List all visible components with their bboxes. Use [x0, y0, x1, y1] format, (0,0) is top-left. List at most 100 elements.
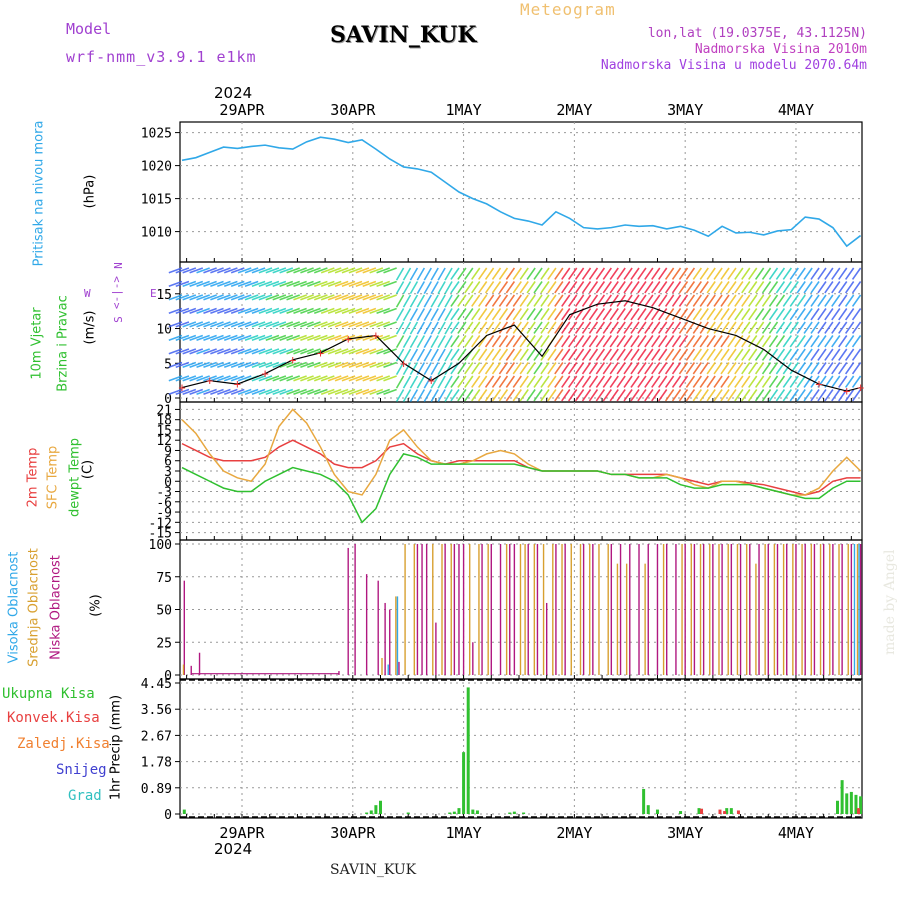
wind-barb [348, 361, 363, 369]
wind-barb [727, 281, 737, 294]
wind-barb [430, 389, 439, 403]
wind-barb [437, 294, 446, 308]
wind-barb [782, 281, 793, 294]
wind-speed-line [181, 300, 861, 392]
wind-barb [692, 294, 702, 307]
wind-barb [376, 267, 391, 274]
wind-barb [574, 348, 585, 361]
y-tick-label: 4.45 [141, 677, 172, 692]
wind-barb [237, 334, 252, 342]
wind-barb [664, 281, 675, 294]
wind-barb [217, 361, 231, 369]
wind-barb [761, 321, 772, 334]
total-precip-bar [845, 793, 849, 814]
wind-barb [477, 267, 488, 280]
wind-barb [706, 362, 716, 375]
wind-barb [817, 281, 827, 294]
wind-barb [409, 389, 419, 403]
wind-barb [307, 280, 321, 288]
wind-barb [810, 281, 820, 294]
wind-barb [430, 335, 439, 349]
wind-barb [203, 294, 217, 301]
wind-barb [761, 389, 772, 402]
total-precip-bar [840, 780, 844, 814]
wind-barb [327, 307, 342, 315]
wind-barb [320, 388, 335, 396]
wind-barb [327, 280, 342, 288]
wind-barb [313, 375, 328, 382]
wind-barb [554, 281, 564, 294]
x-tick-label-top: 29APR [219, 101, 265, 119]
wind-barb [616, 362, 626, 375]
wind-barb [369, 388, 384, 396]
wind-barb [637, 375, 647, 388]
wind-barb [313, 388, 328, 396]
conv-precip-bar [856, 808, 860, 814]
wind-barb [293, 375, 307, 382]
wind-barb [444, 294, 453, 308]
wind-barb [313, 307, 328, 315]
wind-barb [727, 335, 737, 348]
wind-barb [279, 307, 294, 315]
wind-barb [824, 321, 834, 334]
wind-barb [175, 388, 190, 396]
wind-barb [630, 348, 640, 361]
wind-barb [526, 281, 536, 294]
wind-barb [838, 375, 848, 388]
wind-barb [383, 361, 397, 369]
wind-barb [789, 321, 799, 334]
gust-marker: + [428, 374, 435, 388]
wind-barb [630, 267, 640, 280]
wind-barb [838, 335, 848, 348]
wind-barb [838, 389, 848, 402]
wind-barb [416, 281, 426, 295]
wind-barb [230, 321, 245, 328]
wind-barb [519, 362, 529, 375]
wind-barb [568, 321, 578, 334]
wind-barb [223, 321, 238, 328]
wind-barb [362, 361, 377, 369]
wind-barb [376, 321, 391, 328]
wind-barb [505, 348, 516, 361]
wind-barb [395, 335, 405, 349]
wind-barb [581, 389, 592, 402]
wind-barb [327, 361, 342, 369]
wind-barb [279, 388, 294, 396]
wind-barb [362, 375, 377, 382]
wind-barb [477, 294, 488, 307]
wind-barb [748, 362, 758, 375]
wind-barb [796, 281, 806, 294]
wind-barb [637, 348, 647, 361]
wind-barb [775, 389, 786, 402]
wind-barb [664, 348, 675, 361]
wind-barb [383, 388, 397, 396]
wind-barb [554, 389, 564, 402]
wind-barb [526, 389, 536, 402]
wind-barb [789, 348, 799, 361]
wind-barb [789, 335, 799, 348]
wind-barb [713, 267, 723, 280]
wind-barb [498, 362, 509, 375]
wind-barb [761, 294, 772, 307]
y-tick-label: 0 [164, 808, 172, 823]
wind-barb [512, 375, 522, 388]
wind-barb [554, 362, 564, 375]
wind-barb [761, 267, 772, 280]
wind-barb [671, 375, 682, 388]
wind-barb [782, 362, 793, 375]
gust-marker: + [815, 377, 822, 391]
wind-barb [300, 267, 314, 274]
wind-barb [651, 267, 661, 280]
wind-barb [484, 375, 495, 388]
wind-barb [362, 348, 377, 355]
wind-barb [748, 375, 758, 388]
wind-barb [685, 321, 696, 334]
wind-barb [362, 267, 377, 274]
wind-barb [554, 375, 564, 388]
total-precip-bar [378, 800, 382, 814]
wind-barb [574, 375, 585, 388]
wind-barb [651, 294, 661, 307]
wind-barb [217, 334, 231, 342]
wind-barb [554, 294, 564, 307]
y-tick-label: 6 [164, 455, 172, 470]
